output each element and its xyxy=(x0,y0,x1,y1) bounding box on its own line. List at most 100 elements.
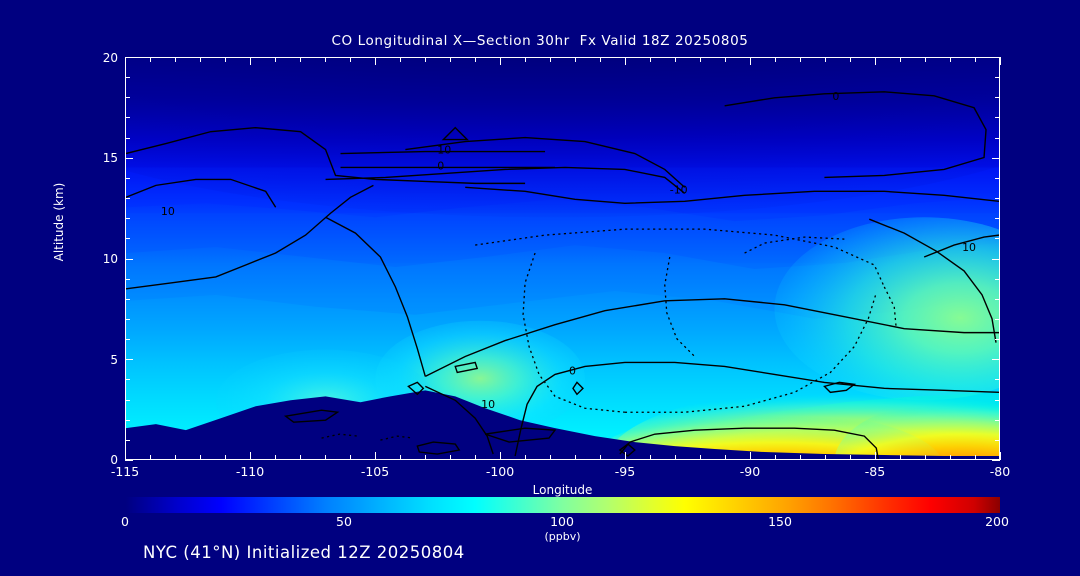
x-axis-tick xyxy=(200,455,201,460)
contour-label: 0 xyxy=(437,159,444,172)
y-tick-label: 10 xyxy=(102,252,118,266)
y-axis-tick xyxy=(995,218,1000,220)
x-axis-tick xyxy=(250,57,251,65)
y-axis-tick xyxy=(125,238,130,240)
y-axis-tick xyxy=(125,399,130,401)
colorbar-units-label: (ppbv) xyxy=(544,530,581,543)
x-tick-label: -115 xyxy=(110,464,140,479)
x-tick-label: -95 xyxy=(614,464,636,479)
x-axis-tick xyxy=(800,455,801,460)
x-axis-tick xyxy=(350,57,351,62)
y-axis-tick xyxy=(125,198,130,200)
x-axis-tick xyxy=(475,455,476,460)
y-axis-tick xyxy=(995,379,1000,381)
x-axis-tick xyxy=(775,455,776,460)
x-axis-tick xyxy=(325,455,326,460)
x-tick-label: -80 xyxy=(989,464,1011,479)
x-axis-tick xyxy=(650,57,651,62)
x-axis-tick xyxy=(375,57,376,65)
x-axis-tick xyxy=(825,57,826,62)
x-axis-tick xyxy=(150,57,151,62)
x-axis-tick xyxy=(450,57,451,62)
colorbar-tick-label: 0 xyxy=(121,514,129,529)
x-axis-tick xyxy=(200,57,201,62)
plot-area: 10 10 0 -10 0 10 0 10 xyxy=(125,57,1000,460)
x-axis-tick xyxy=(1000,57,1001,65)
y-axis-tick xyxy=(995,339,1000,341)
x-axis-tick xyxy=(625,57,626,65)
x-axis-tick xyxy=(925,57,926,62)
x-axis-tick xyxy=(425,455,426,460)
x-axis-tick xyxy=(750,452,751,460)
y-axis-tick xyxy=(125,137,130,139)
colorbar-gradient xyxy=(125,497,1000,513)
y-axis-tick xyxy=(125,298,130,300)
x-axis-tick xyxy=(725,455,726,460)
x-tick-label: -105 xyxy=(360,464,390,479)
x-axis-tick xyxy=(625,452,626,460)
y-axis-tick xyxy=(125,419,130,421)
contour-label: 10 xyxy=(962,241,976,254)
x-tick-label: -90 xyxy=(739,464,761,479)
contour-label: 10 xyxy=(481,398,495,411)
x-axis-tick xyxy=(525,57,526,62)
y-tick-label: 15 xyxy=(102,151,118,165)
x-axis-tick xyxy=(525,455,526,460)
x-axis-tick xyxy=(925,455,926,460)
x-axis-tick xyxy=(825,455,826,460)
figure-caption: NYC (41°N) Initialized 12Z 20250804 xyxy=(143,543,465,562)
x-axis-tick xyxy=(300,455,301,460)
y-axis-tick xyxy=(992,258,1000,260)
y-axis-tick xyxy=(125,57,133,58)
contour-label: 0 xyxy=(569,364,576,377)
y-axis-tick xyxy=(125,439,130,441)
x-axis-tick xyxy=(975,455,976,460)
y-axis-tick xyxy=(995,177,1000,179)
x-axis-tick xyxy=(475,57,476,62)
x-axis-tick xyxy=(175,455,176,460)
x-axis-tick xyxy=(975,57,976,62)
y-axis-tick xyxy=(125,117,130,119)
x-axis-tick xyxy=(125,57,126,65)
contour-label-group: 10 10 0 -10 0 10 0 10 xyxy=(161,90,976,411)
x-axis-tick xyxy=(375,452,376,460)
x-axis-tick xyxy=(900,57,901,62)
contour-label: 0 xyxy=(832,90,839,103)
x-axis-tick xyxy=(400,455,401,460)
y-axis-tick xyxy=(995,117,1000,119)
x-axis-tick xyxy=(275,57,276,62)
y-axis-tick xyxy=(125,77,130,79)
x-axis-tick xyxy=(700,57,701,62)
x-axis-tick xyxy=(700,455,701,460)
x-axis-tick xyxy=(400,57,401,62)
y-axis-tick xyxy=(125,339,130,341)
y-tick-label: 5 xyxy=(110,353,118,367)
y-axis-tick xyxy=(995,318,1000,320)
y-axis-tick xyxy=(995,439,1000,441)
y-axis-tick xyxy=(125,359,133,361)
x-axis-tick xyxy=(725,57,726,62)
colorbar-tick-label: 200 xyxy=(985,514,1009,529)
x-axis-tick xyxy=(300,57,301,62)
y-axis-tick xyxy=(125,318,130,320)
contour-lines-negative xyxy=(321,228,897,441)
x-axis-tick xyxy=(850,57,851,62)
y-axis-tick xyxy=(992,57,1000,58)
x-axis-tick xyxy=(675,455,676,460)
y-axis-tick xyxy=(125,258,133,260)
x-axis-tick xyxy=(125,452,126,460)
x-axis-tick xyxy=(550,455,551,460)
x-axis-tick xyxy=(1000,452,1001,460)
colorbar-tick-label: 150 xyxy=(768,514,792,529)
y-axis-tick xyxy=(992,460,1000,461)
contour-label: -10 xyxy=(670,183,688,196)
y-axis-tick xyxy=(992,157,1000,159)
y-axis-tick xyxy=(125,218,130,220)
chart-title: CO Longitudinal X—Section 30hr Fx Valid … xyxy=(331,33,749,49)
x-axis-tick xyxy=(900,455,901,460)
x-axis-tick xyxy=(575,455,576,460)
x-axis-tick xyxy=(250,452,251,460)
y-axis-tick xyxy=(125,157,133,159)
x-tick-label: -85 xyxy=(864,464,886,479)
